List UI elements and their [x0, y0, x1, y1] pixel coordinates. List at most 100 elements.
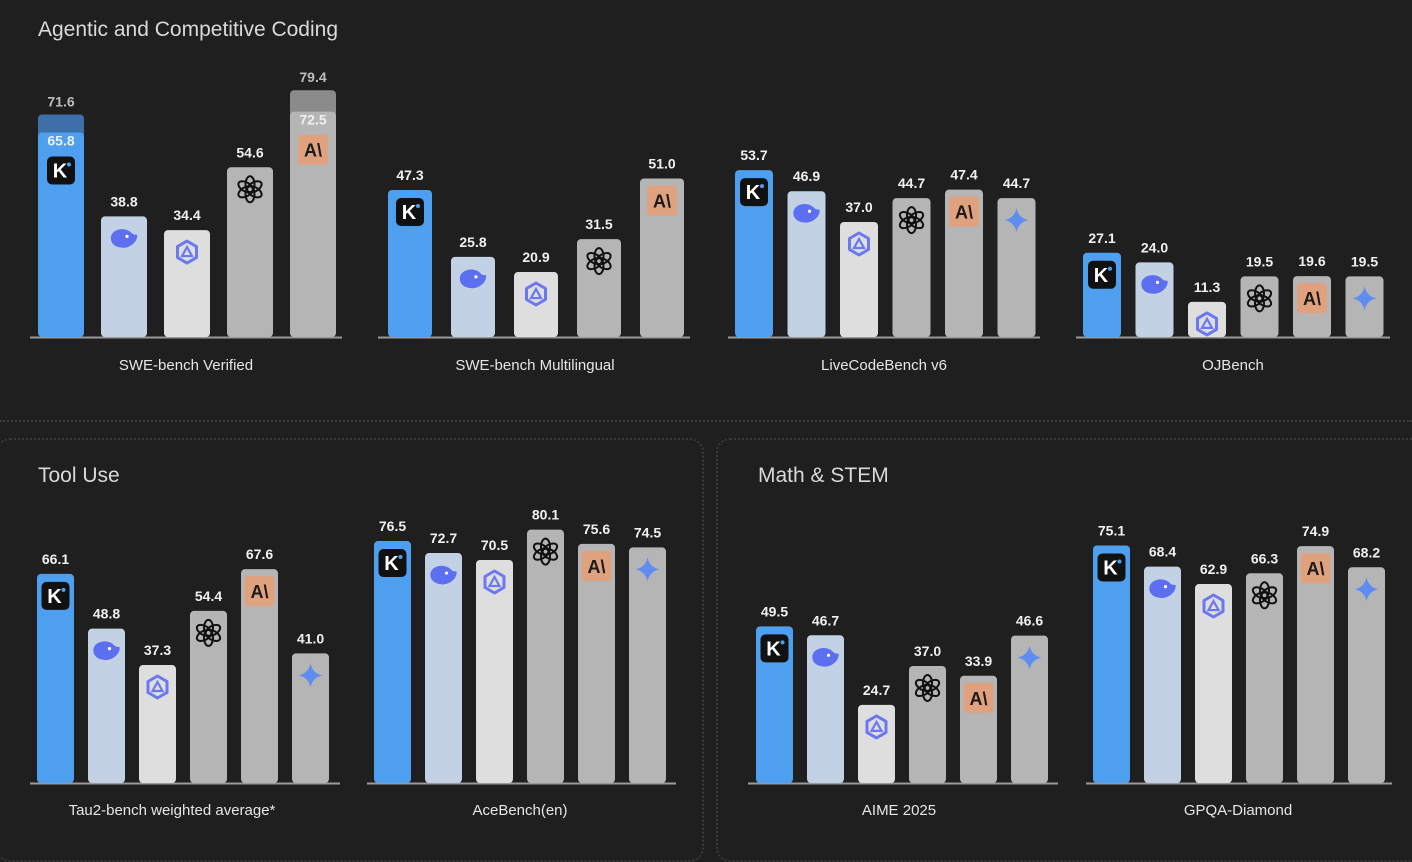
bar-kimi — [1093, 545, 1130, 783]
bar-deepseek — [425, 553, 462, 783]
bar-openai — [892, 198, 931, 337]
bar-value-label: 51.0 — [648, 155, 675, 171]
gemini-star-icon — [298, 663, 323, 688]
section-divider — [0, 420, 1412, 422]
bar-value-label: 46.7 — [812, 612, 839, 628]
chart-swe-bench-verified: 71.6 65.8 K 38.8 34.4 54.6 79.4 72.5 A\ SWE-bench… — [30, 69, 342, 374]
bar-value-label: 44.7 — [1003, 175, 1030, 191]
chart-tau2-bench-weighted-average: 66.1 K 48.8 37.3 54.4 67.6 A\ 41.0 Tau2-bench we… — [30, 546, 340, 819]
bar-deepseek — [1135, 262, 1174, 337]
bar-value-label: 47.3 — [396, 167, 423, 183]
bar-openai — [527, 529, 564, 783]
bar-qwen — [164, 230, 210, 337]
deepseek-whale-icon — [459, 269, 487, 289]
bar-value-label: 41.0 — [297, 630, 324, 646]
bar-value-label: 37.3 — [144, 642, 171, 658]
bar-value-label: 34.4 — [173, 207, 200, 223]
bar-gemini — [292, 653, 329, 783]
bar-value-label: 24.0 — [1141, 239, 1168, 255]
chart-swe-bench-multilingual: 47.3 K 25.8 20.9 31.5 51.0 A\ SWE-bench Multili… — [378, 155, 690, 374]
chart-livecodebench-v6: 53.7 K 46.9 37.0 44.7 47.4 A\ 44.7 LiveCodeBench… — [728, 147, 1040, 374]
qwen-logo-icon — [848, 231, 870, 257]
bar-kimi — [388, 189, 432, 337]
bar-value-label: 67.6 — [246, 546, 273, 562]
bar-value-label: 53.7 — [740, 147, 767, 163]
openai-logo-icon — [532, 537, 559, 566]
bar-anthropic — [640, 178, 684, 337]
gemini-star-icon — [635, 557, 660, 582]
svg-text:K: K — [384, 553, 399, 575]
bar-value-label: 49.5 — [761, 603, 788, 619]
openai-logo-icon — [898, 206, 925, 235]
bar-qwen — [1195, 584, 1232, 783]
gemini-star-icon — [1004, 208, 1029, 233]
openai-logo-icon — [237, 175, 263, 204]
bar-deepseek — [88, 628, 125, 783]
deepseek-whale-icon — [430, 565, 457, 585]
gemini-star-icon — [1354, 577, 1379, 602]
benchmark-label: AceBench(en) — [472, 802, 567, 819]
bar-value-label: 46.9 — [793, 168, 820, 184]
anthropic-logo-icon — [1297, 283, 1327, 314]
svg-text:A\: A\ — [1307, 559, 1325, 579]
openai-logo-icon — [1251, 581, 1278, 610]
bar-value-label: 62.9 — [1200, 561, 1227, 577]
bar-value-label: 65.8 — [47, 132, 74, 148]
openai-logo-icon — [586, 247, 612, 276]
bar-value-label: 46.6 — [1016, 613, 1043, 629]
openai-logo-icon — [195, 618, 222, 647]
qwen-logo-icon — [1196, 311, 1218, 337]
bar-value-label: 75.6 — [583, 521, 610, 537]
section-title-math-stem: Math & STEM — [758, 464, 889, 487]
anthropic-logo-icon — [581, 550, 612, 581]
bar-value-label: 31.5 — [585, 216, 612, 232]
bar-value-label: 44.7 — [898, 175, 925, 191]
svg-text:A\: A\ — [1303, 289, 1321, 309]
bar-deepseek — [807, 635, 844, 783]
chart-acebench-en: 76.5 K 72.7 70.5 80.1 75.6 A\ 74.5 AceBench(en) — [367, 507, 676, 819]
gemini-star-icon — [1352, 286, 1377, 311]
deepseek-whale-icon — [110, 229, 138, 248]
bar-value-label: 47.4 — [950, 167, 977, 183]
svg-text:A\: A\ — [955, 203, 973, 223]
bar-deepseek — [101, 216, 147, 337]
svg-text:K: K — [1103, 557, 1118, 579]
svg-text:K: K — [1094, 265, 1109, 287]
bar-anthropic — [578, 543, 615, 783]
bar-value-label: 80.1 — [532, 507, 559, 523]
benchmark-label: Tau2-bench weighted average* — [69, 802, 276, 819]
bar-deepseek — [451, 256, 495, 337]
svg-text:K: K — [47, 586, 62, 608]
bar-gemini — [1348, 567, 1385, 783]
bar-kimi — [735, 170, 773, 337]
bar-anthropic — [290, 111, 336, 337]
bar-gemini — [1011, 635, 1048, 783]
chart-ojbench: 27.1 K 24.0 11.3 19.5 19.6 A\ 19.5 OJBench — [1076, 230, 1390, 374]
bar-value-label: 54.6 — [236, 144, 263, 160]
bar-value-label: 70.5 — [481, 537, 508, 553]
bar-qwen — [139, 665, 176, 783]
svg-text:A\: A\ — [653, 191, 671, 211]
bar-value-label: 76.5 — [379, 518, 406, 534]
chart-gpqa-diamond: 75.1 K 68.4 62.9 66.3 74.9 A\ 68.2 GPQA-Diamond — [1086, 522, 1392, 819]
bar-value-label: 48.8 — [93, 606, 120, 622]
anthropic-logo-icon — [949, 196, 979, 227]
qwen-logo-icon — [525, 281, 547, 307]
bar-value-label: 68.4 — [1149, 544, 1176, 560]
deepseek-whale-icon — [793, 203, 820, 223]
bar-kimi — [374, 541, 411, 783]
anthropic-logo-icon — [1300, 553, 1331, 584]
bar-extended-kimi — [38, 114, 84, 139]
benchmark-label: OJBench — [1202, 357, 1264, 374]
bar-extended-value: 71.6 — [47, 93, 74, 109]
bar-value-label: 74.5 — [634, 524, 661, 540]
svg-text:K: K — [53, 160, 68, 182]
bar-value-label: 72.5 — [299, 112, 326, 128]
openai-logo-icon — [914, 673, 941, 702]
qwen-logo-icon — [483, 569, 506, 595]
deepseek-whale-icon — [93, 641, 120, 661]
bar-value-label: 19.5 — [1246, 253, 1273, 269]
bar-value-label: 66.3 — [1251, 550, 1278, 566]
bar-value-label: 75.1 — [1098, 522, 1125, 538]
qwen-logo-icon — [865, 714, 888, 740]
